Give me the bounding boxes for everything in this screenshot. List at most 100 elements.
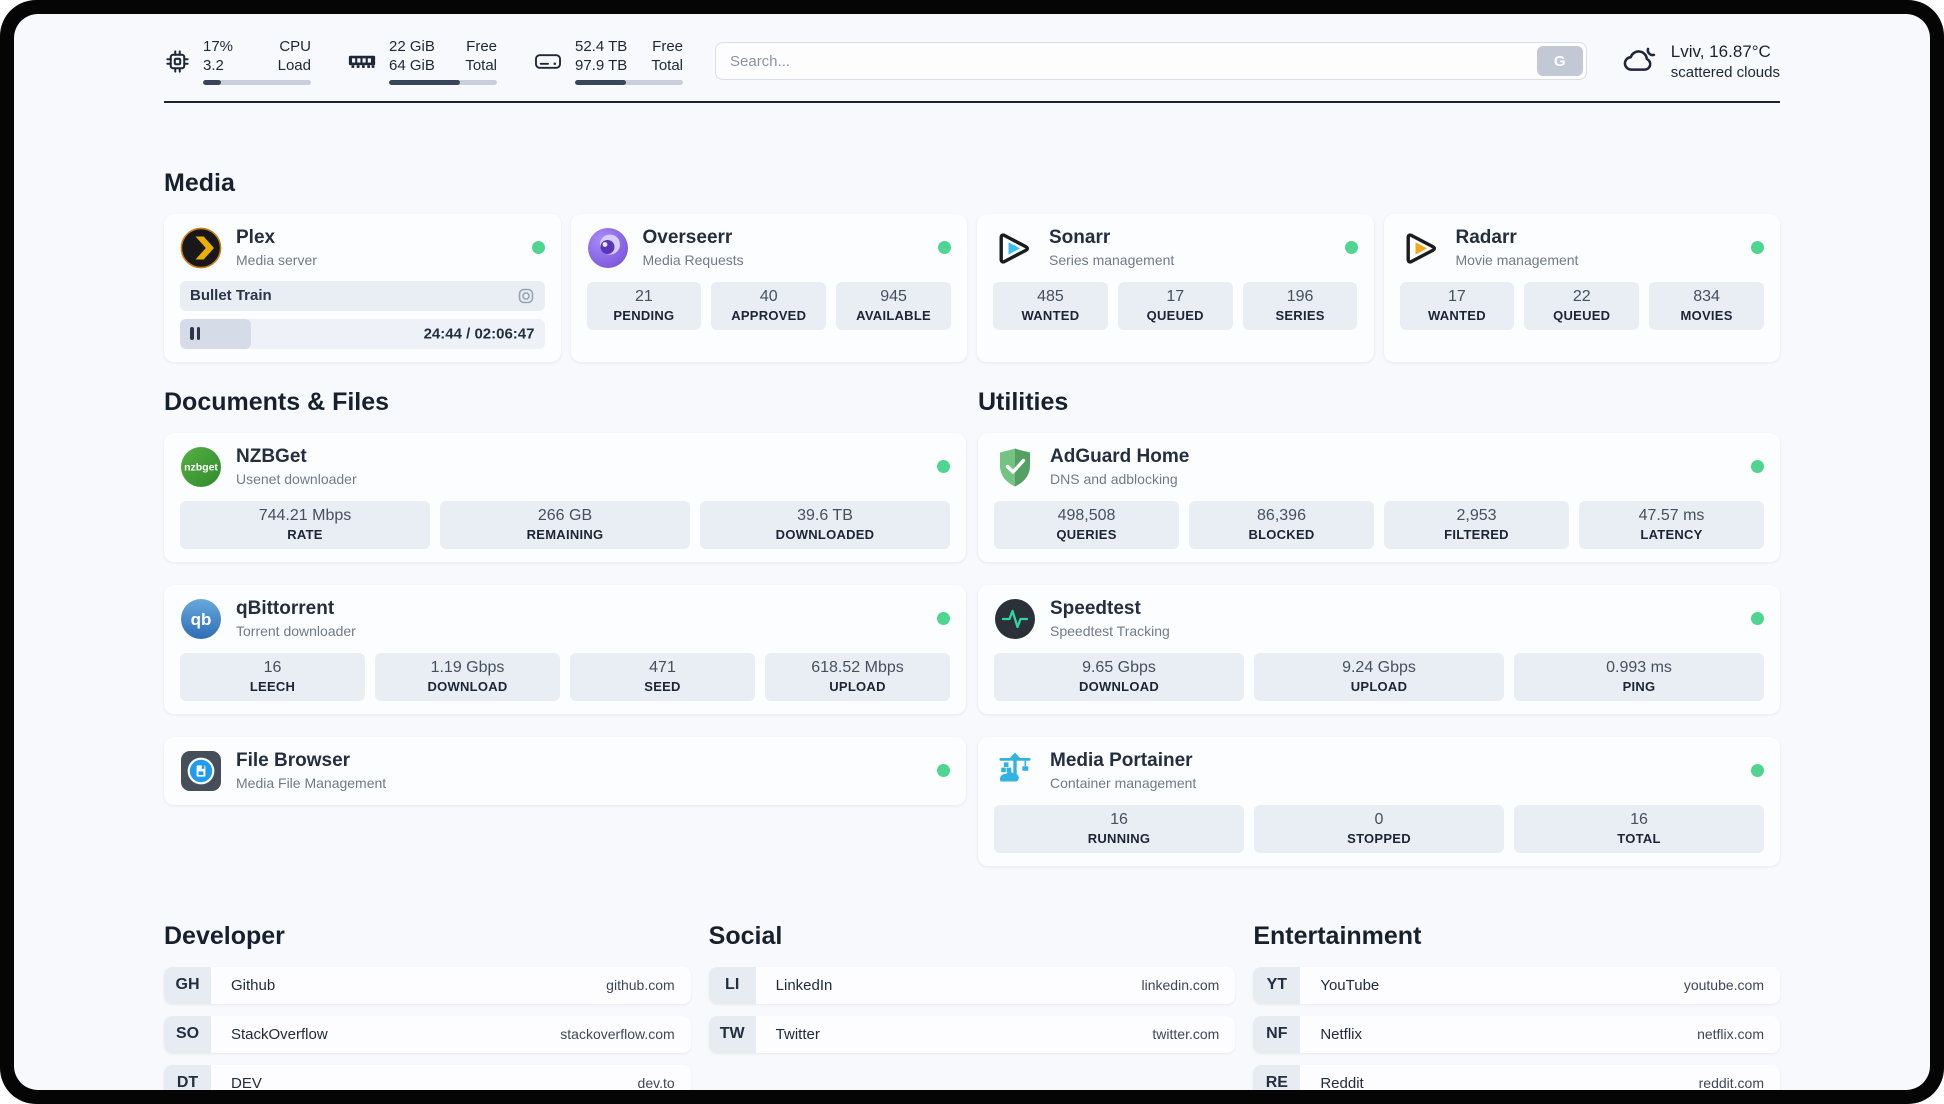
plex-icon <box>180 227 222 269</box>
app-subtitle: DNS and adblocking <box>1050 470 1178 487</box>
app-name: Radarr <box>1455 227 1517 249</box>
weather-condition: scattered clouds <box>1670 63 1780 81</box>
stat-approved: 40 APPROVED <box>711 281 827 330</box>
section-title-media: Media <box>164 168 235 197</box>
stat-download: 9.65 Gbps DOWNLOAD <box>994 652 1244 701</box>
bookmark-url: reddit.com <box>1698 1075 1764 1090</box>
bookmark-twitter[interactable]: TW Twitter twitter.com <box>708 1015 1236 1053</box>
bookmark-youtube[interactable]: YT YouTube youtube.com <box>1253 966 1780 1004</box>
status-dot <box>1751 612 1764 625</box>
app-subtitle: Usenet downloader <box>236 470 357 487</box>
stat-wanted: 485 WANTED <box>993 281 1108 330</box>
bookmark-url: linkedin.com <box>1141 977 1220 993</box>
app-name: Speedtest <box>1050 598 1141 620</box>
section-title-developer: Developer <box>164 921 285 950</box>
bookmark-abbr: SO <box>164 1015 211 1053</box>
cpu-load: 3.2 <box>203 56 224 74</box>
app-subtitle: Movie management <box>1455 251 1579 268</box>
bookmark-stackoverflow[interactable]: SO StackOverflow stackoverflow.com <box>164 1015 691 1053</box>
app-name: AdGuard Home <box>1050 446 1190 468</box>
stat-blocked: 86,396 BLOCKED <box>1189 500 1374 549</box>
status-dot <box>937 764 950 777</box>
svg-text:qb: qb <box>191 610 212 629</box>
stat-queries: 498,508 QUERIES <box>994 500 1179 549</box>
stat-upload: 9.24 Gbps UPLOAD <box>1254 652 1504 701</box>
bookmark-name: Twitter <box>775 1025 820 1043</box>
cloud-moon-icon <box>1619 41 1659 82</box>
player-progress-bar[interactable]: 24:44 / 02:06:47 <box>180 318 545 349</box>
memory-metric: 22 GiB Free 64 GiB Total <box>347 38 497 85</box>
adguard-icon <box>994 446 1036 488</box>
session-icon[interactable] <box>517 287 535 305</box>
bookmark-abbr: NF <box>1253 1015 1301 1053</box>
bookmark-url: github.com <box>606 977 675 993</box>
disk-total: 97.9 TB <box>575 56 628 74</box>
status-dot <box>937 460 950 473</box>
memory-free-label: Free <box>466 38 497 55</box>
memory-free: 22 GiB <box>389 38 435 55</box>
section-title-documents: Documents & Files <box>164 387 390 416</box>
app-card-portainer[interactable]: Media Portainer Container management 16 R… <box>978 736 1780 866</box>
header-divider <box>164 100 1780 103</box>
disk-metric: 52.4 TB Free 97.9 TB Total <box>533 38 683 85</box>
stat-queued: 17 QUEUED <box>1117 281 1233 330</box>
bookmark-netflix[interactable]: NF Netflix netflix.com <box>1253 1015 1780 1053</box>
bookmark-url: stackoverflow.com <box>560 1026 675 1042</box>
bookmark-name: StackOverflow <box>231 1025 328 1043</box>
svg-text:nzbget: nzbget <box>184 461 218 473</box>
status-dot <box>937 612 950 625</box>
app-name: Sonarr <box>1049 227 1111 249</box>
app-name: Plex <box>236 227 276 249</box>
app-name: File Browser <box>236 750 351 772</box>
cpu-load-label: Load <box>277 56 311 74</box>
app-card-sonarr[interactable]: Sonarr Series management 485 WANTED 17 QUE… <box>977 213 1374 362</box>
pause-icon[interactable] <box>190 327 200 340</box>
search-engine-button[interactable]: G <box>1536 46 1583 77</box>
app-card-overseerr[interactable]: Overseerr Media Requests 21 PENDING 40 APP… <box>570 213 967 362</box>
memory-progress-bar <box>389 79 497 85</box>
memory-total-label: Total <box>465 56 497 74</box>
overseerr-icon <box>587 227 629 269</box>
bookmark-github[interactable]: GH Github github.com <box>164 966 691 1004</box>
qbittorrent-icon: qb <box>180 598 222 640</box>
stat-total: 16 TOTAL <box>1514 804 1764 853</box>
stat-seed: 471 SEED <box>570 652 755 701</box>
app-subtitle: Series management <box>1049 251 1175 268</box>
stat-latency: 47.57 ms LATENCY <box>1579 500 1764 549</box>
stat-remaining: 266 GB REMAINING <box>440 500 690 549</box>
app-card-plex[interactable]: Plex Media server Bullet Train 24:44 / 0… <box>164 213 561 362</box>
bookmark-name: YouTube <box>1320 976 1380 994</box>
system-metrics: 17% CPU 3.2 Load <box>164 38 683 85</box>
stat-wanted: 17 WANTED <box>1399 281 1515 330</box>
stat-download: 1.19 Gbps DOWNLOAD <box>375 652 560 701</box>
app-card-radarr[interactable]: Radarr Movie management 17 WANTED 22 QUEUE… <box>1383 213 1780 362</box>
stat-upload: 618.52 Mbps UPLOAD <box>765 652 950 701</box>
app-subtitle: Torrent downloader <box>236 622 356 639</box>
app-card-adguard[interactable]: AdGuard Home DNS and adblocking 498,508 Q… <box>978 432 1780 562</box>
app-card-qbittorrent[interactable]: qb qBittorrent Torrent downloader 16 LEEC… <box>164 584 966 714</box>
dashboard-page: 17% CPU 3.2 Load <box>14 14 1930 1090</box>
filebrowser-icon <box>180 750 222 792</box>
status-dot <box>1751 764 1764 777</box>
bookmark-abbr: RE <box>1253 1064 1301 1090</box>
bookmark-url: netflix.com <box>1697 1026 1764 1042</box>
app-card-nzbget[interactable]: nzbget NZBGet Usenet downloader 744.21 M… <box>164 432 966 562</box>
bookmark-url: youtube.com <box>1683 977 1764 993</box>
status-dot <box>1751 241 1764 254</box>
bookmark-linkedin[interactable]: LI LinkedIn linkedin.com <box>708 966 1236 1004</box>
bookmark-abbr: GH <box>164 966 211 1004</box>
bookmark-reddit[interactable]: RE Reddit reddit.com <box>1253 1064 1780 1090</box>
nzbget-icon: nzbget <box>180 446 222 488</box>
section-title-social: Social <box>708 921 783 950</box>
app-card-filebrowser[interactable]: File Browser Media File Management <box>164 736 966 805</box>
stat-filtered: 2,953 FILTERED <box>1384 500 1569 549</box>
app-card-speedtest[interactable]: Speedtest Speedtest Tracking 9.65 Gbps DO… <box>978 584 1780 714</box>
stat-rate: 744.21 Mbps RATE <box>180 500 430 549</box>
bookmark-dev[interactable]: DT DEV dev.to <box>164 1064 691 1090</box>
disk-total-label: Total <box>651 56 683 74</box>
cpu-metric: 17% CPU 3.2 Load <box>164 38 311 85</box>
sonarr-icon <box>993 227 1035 269</box>
radarr-icon <box>1400 227 1442 269</box>
search-input[interactable] <box>715 42 1587 81</box>
bookmark-name: LinkedIn <box>775 976 833 994</box>
